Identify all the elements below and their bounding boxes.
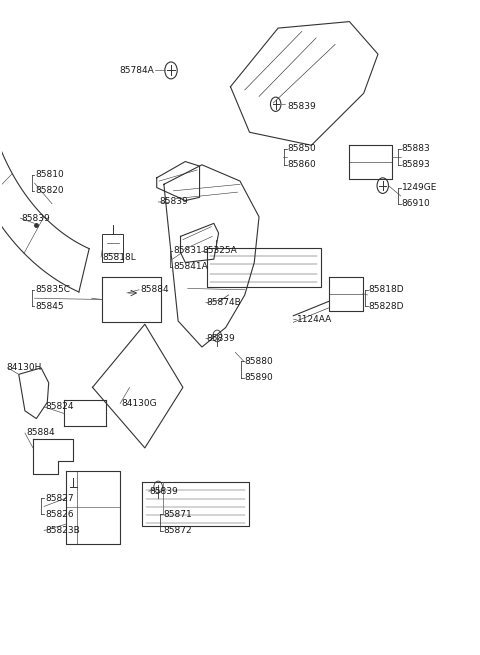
Text: 85839: 85839: [288, 102, 316, 111]
Text: 85818L: 85818L: [102, 253, 136, 262]
Text: 85325A: 85325A: [202, 246, 237, 255]
Text: 85824: 85824: [45, 402, 73, 411]
Text: 85839: 85839: [207, 334, 236, 343]
Text: 85872: 85872: [164, 526, 192, 535]
Text: 86910: 86910: [402, 199, 431, 208]
Text: 84130H: 84130H: [7, 364, 42, 372]
Text: 85839: 85839: [21, 214, 50, 223]
Text: 85818D: 85818D: [369, 285, 404, 294]
Text: 85850: 85850: [288, 144, 316, 153]
Text: 85820: 85820: [36, 186, 64, 195]
Text: 85884: 85884: [140, 285, 168, 294]
FancyBboxPatch shape: [168, 196, 188, 209]
Text: 85884: 85884: [26, 428, 55, 438]
Text: 85841A: 85841A: [173, 263, 208, 271]
Text: 85893: 85893: [402, 160, 431, 169]
Text: 84130G: 84130G: [121, 399, 156, 408]
Text: 85827: 85827: [45, 493, 73, 502]
Text: 85874B: 85874B: [207, 298, 241, 307]
Text: 1249GE: 1249GE: [402, 183, 437, 192]
Text: 85871: 85871: [164, 510, 192, 519]
Text: 85828D: 85828D: [369, 301, 404, 310]
Text: 85845: 85845: [36, 301, 64, 310]
Text: 85880: 85880: [245, 357, 274, 366]
Text: 85890: 85890: [245, 373, 274, 382]
Text: 85784A: 85784A: [120, 66, 155, 75]
Text: 85839: 85839: [150, 487, 179, 496]
Text: 1124AA: 1124AA: [297, 314, 332, 324]
Text: 85835C: 85835C: [36, 285, 71, 294]
Text: 85823B: 85823B: [45, 526, 80, 535]
Text: 85860: 85860: [288, 160, 316, 169]
Text: 85826: 85826: [45, 510, 73, 519]
Text: 85883: 85883: [402, 144, 431, 153]
Polygon shape: [164, 165, 259, 347]
Text: 85831: 85831: [173, 246, 202, 255]
Text: 85839: 85839: [159, 197, 188, 206]
FancyBboxPatch shape: [103, 234, 123, 263]
Text: 85810: 85810: [36, 170, 64, 179]
